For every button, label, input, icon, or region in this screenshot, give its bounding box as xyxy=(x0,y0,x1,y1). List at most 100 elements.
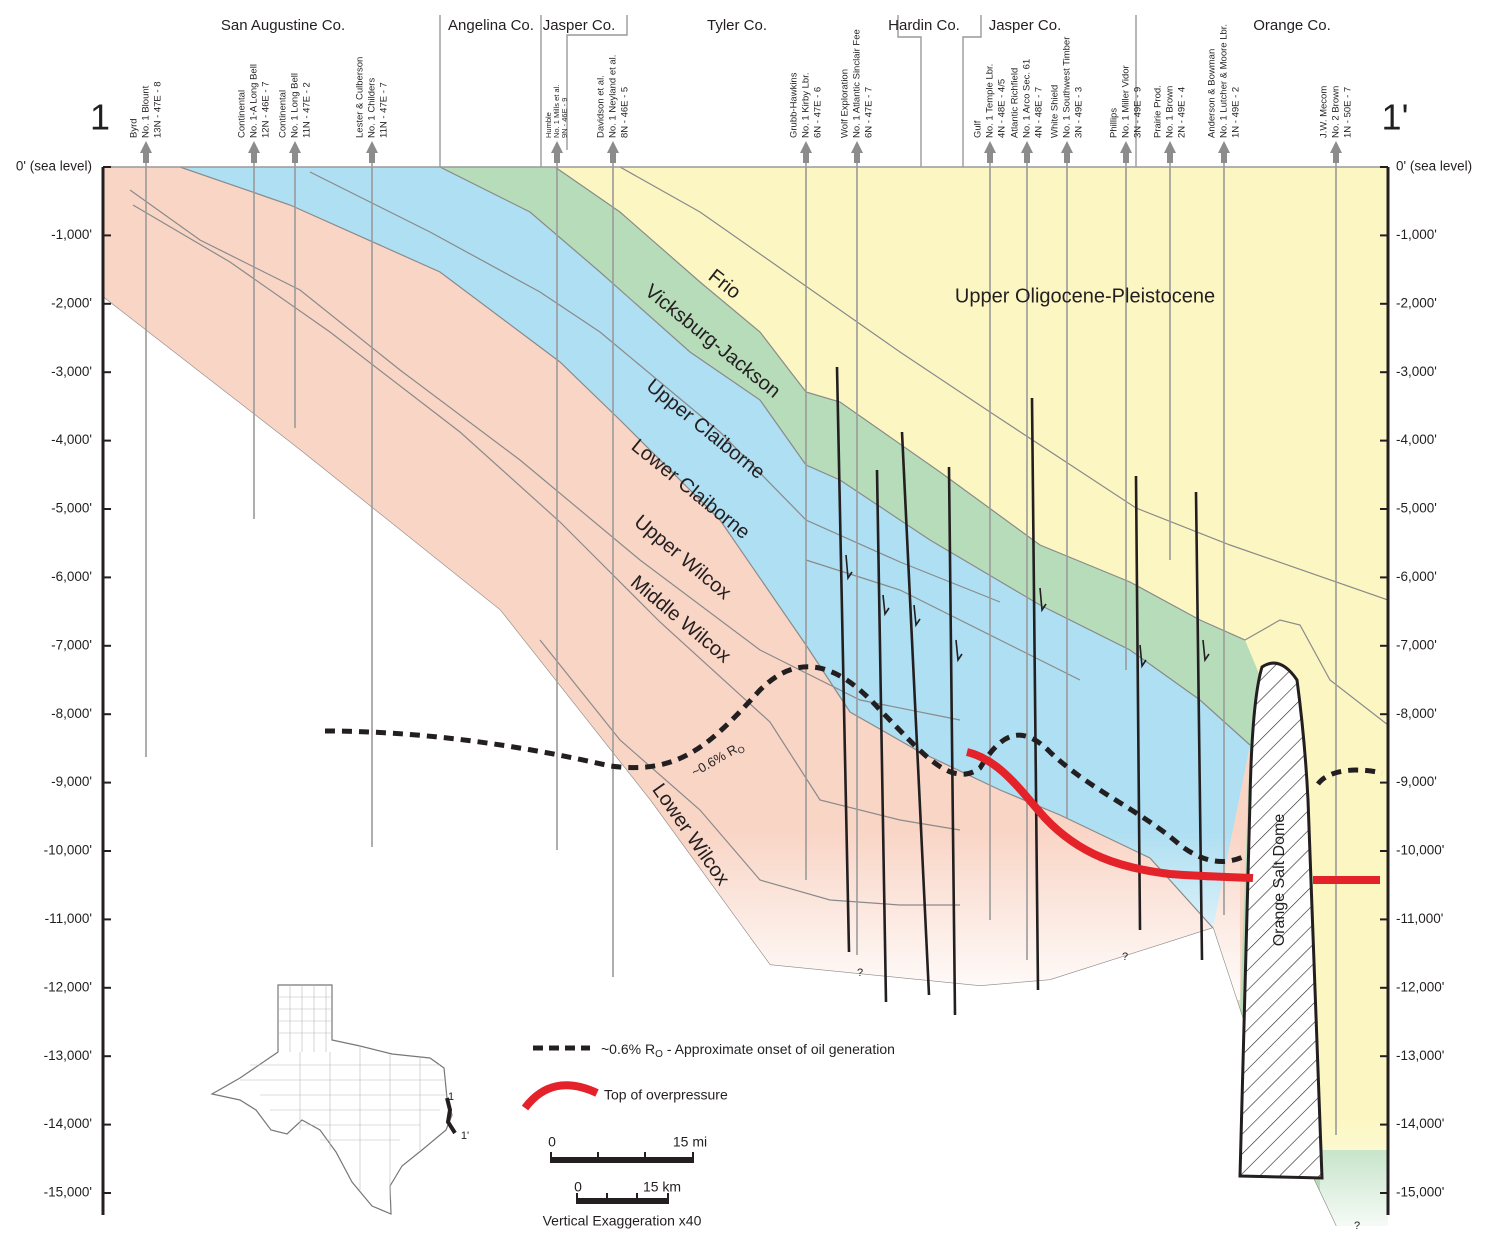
county-label: Hardin Co. xyxy=(888,17,960,34)
depth-label: -1,000' xyxy=(1396,227,1437,242)
well-symbol xyxy=(607,141,619,163)
well-symbol xyxy=(1021,141,1033,163)
contact-line xyxy=(132,204,961,831)
county-label: Orange Co. xyxy=(1253,17,1331,34)
well-symbol xyxy=(1164,141,1176,163)
vertical-exaggeration: Vertical Exaggeration x40 xyxy=(543,1213,702,1229)
depth-label: -8,000' xyxy=(1396,706,1437,721)
county-label: Angelina Co. xyxy=(448,17,534,34)
texas-outline xyxy=(210,984,453,1215)
unknown-mark: ? xyxy=(857,967,863,979)
legend-ro-text: ~0.6% R xyxy=(601,1041,655,1057)
depth-label: -13,000' xyxy=(1396,1048,1444,1063)
depth-label: -1,000' xyxy=(51,227,92,242)
well-label: Continental xyxy=(278,90,289,138)
depth-label: -11,000' xyxy=(1396,911,1443,926)
legend-ro: ~0.6% RO - Approximate onset of oil gener… xyxy=(601,1041,895,1060)
county-label: San Augustine Co. xyxy=(221,17,345,34)
depth-label: 0' (sea level) xyxy=(16,159,92,174)
depth-label: -7,000' xyxy=(1396,637,1437,652)
contact-line xyxy=(129,189,961,721)
faults xyxy=(835,366,1204,1016)
formation-label: Upper Oligocene-Pleistocene xyxy=(955,285,1215,307)
well-label: 2N - 49E - 4 xyxy=(1177,87,1188,138)
depth-label: -15,000' xyxy=(44,1185,92,1200)
contact-line xyxy=(539,639,960,906)
well-label: 6N - 47E - 6 xyxy=(813,87,824,138)
depth-label: -3,000' xyxy=(1396,364,1437,379)
well-label: No. 1 Southwest Timber xyxy=(1062,37,1073,138)
well-symbol xyxy=(851,141,863,163)
depth-label: -7,000' xyxy=(51,637,92,652)
well-label: 3N - 49E - 9 xyxy=(1133,87,1144,138)
depth-label: -6,000' xyxy=(1396,569,1437,584)
well-symbol xyxy=(1218,141,1230,163)
contact-line xyxy=(554,167,1388,726)
well-label: Atlantic Richfield xyxy=(1010,68,1021,138)
ro-line xyxy=(1316,767,1383,786)
depth-label: -14,000' xyxy=(44,1116,92,1131)
well-symbol xyxy=(248,141,260,163)
well-label: 11N - 47E - 2 xyxy=(302,82,313,138)
locator-map: 1 1' xyxy=(210,984,469,1215)
overpressure-line xyxy=(965,748,1254,882)
well-label: White Shield xyxy=(1050,85,1061,138)
counties: San Augustine Co. Angelina Co. Jasper Co. T… xyxy=(221,17,1331,34)
map-end: 1' xyxy=(461,1130,469,1142)
depth-label: -2,000' xyxy=(1396,295,1437,310)
county-lines xyxy=(439,15,1137,167)
depth-label: -5,000' xyxy=(51,501,92,516)
depth-label: -12,000' xyxy=(44,979,92,994)
well-label: No. 1 Neyland et al. xyxy=(608,55,619,138)
map-start: 1 xyxy=(448,1091,454,1103)
depth-label: -15,000' xyxy=(1396,1185,1444,1200)
depth-label: -12,000' xyxy=(1396,979,1444,994)
legend-ro-sub: O xyxy=(655,1049,663,1060)
scale-bar xyxy=(577,1198,668,1204)
scale-bar xyxy=(551,1157,693,1163)
well-symbol xyxy=(800,141,812,163)
well-label: 4N - 48E - 4/5 xyxy=(997,79,1008,138)
depth-label: -4,000' xyxy=(51,432,92,447)
wells: Byrd No. 1 Blount 13N - 47E - 8 Continental… xyxy=(129,24,1354,1135)
fade xyxy=(1320,1120,1388,1226)
depth-label: 0' (sea level) xyxy=(1396,159,1472,174)
well-symbol xyxy=(1330,141,1342,163)
well-label: 13N - 47E - 8 xyxy=(153,82,164,139)
depth-label: -3,000' xyxy=(51,364,92,379)
well-label: 11N - 47E - 7 xyxy=(379,82,390,138)
depth-label: -10,000' xyxy=(1396,843,1444,858)
well-label: No. 1 Brown xyxy=(1165,86,1176,138)
well-label: J.W. Mecom xyxy=(1319,86,1330,138)
well-label: No. 1-A Long Bell xyxy=(249,64,260,138)
well-label: 12N - 46E - 7 xyxy=(261,82,272,139)
well-label: 9N - 46E - 9 xyxy=(560,98,569,138)
ro-sub: O xyxy=(736,744,747,756)
fault-arrows xyxy=(845,554,1210,669)
well-label: Byrd xyxy=(129,118,140,138)
depth-label: -2,000' xyxy=(51,295,92,310)
depth-label: -9,000' xyxy=(1396,774,1437,789)
well-label: No. 1 Atlantic Sinclair Fee xyxy=(852,29,863,138)
salt-dome xyxy=(1238,661,1324,1180)
well-symbol xyxy=(1061,141,1073,163)
legend: ~0.6% RO - Approximate onset of oil gener… xyxy=(521,1041,895,1111)
well-symbol xyxy=(1120,141,1132,163)
depth-label: -11,000' xyxy=(45,911,92,926)
depth-label: -8,000' xyxy=(51,706,92,721)
well-label: Davidson et al. xyxy=(596,75,607,138)
scale-bars: 0 15 mi 0 15 km Vertical Exaggeration x4… xyxy=(543,1134,708,1229)
legend-overpressure-swatch xyxy=(521,1081,599,1111)
well-label: No. 1 Long Bell xyxy=(290,73,301,138)
legend-ro-rest: - Approximate onset of oil generation xyxy=(667,1041,895,1057)
legend-overpressure: Top of overpressure xyxy=(604,1087,728,1103)
depth-label: -5,000' xyxy=(1396,501,1437,516)
ro-line xyxy=(324,664,1247,864)
depth-label: -13,000' xyxy=(44,1048,92,1063)
well-label: 1N - 49E - 2 xyxy=(1231,87,1242,138)
scale-mi-start: 0 xyxy=(548,1134,556,1150)
well-label: 1N - 50E - 7 xyxy=(1343,87,1354,138)
well-label: No. 1 Arco Sec. 61 xyxy=(1022,59,1033,138)
well-label: Continental xyxy=(237,90,248,138)
